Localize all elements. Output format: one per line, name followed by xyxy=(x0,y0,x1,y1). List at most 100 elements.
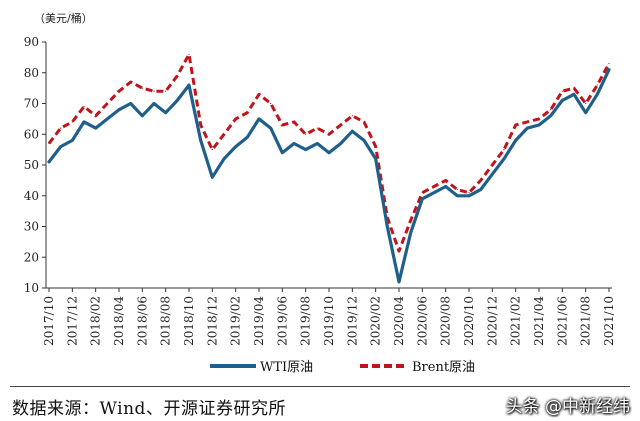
data-point-brent xyxy=(491,164,493,166)
data-point-brent xyxy=(141,87,143,89)
data-point-brent xyxy=(106,102,108,105)
x-tick-label: 2021/10 xyxy=(602,296,616,346)
source-note: 数据来源：Wind、开源证券研究所 xyxy=(12,399,286,419)
data-point-brent xyxy=(118,90,120,92)
x-tick-label: 2019/10 xyxy=(322,296,336,346)
watermark: 头条 @中新经纬 xyxy=(505,397,630,417)
data-point-brent xyxy=(223,133,225,135)
data-point-brent xyxy=(153,90,155,92)
data-point-brent xyxy=(200,124,202,126)
y-tick-label: 70 xyxy=(24,97,39,111)
data-point-brent xyxy=(60,127,62,129)
data-point-wti xyxy=(410,232,412,234)
data-point-brent xyxy=(351,115,353,117)
data-point-wti xyxy=(468,195,470,197)
x-tick-label: 2018/04 xyxy=(112,296,126,346)
data-point-brent xyxy=(421,192,423,194)
legend-label-wti: WTI原油 xyxy=(260,360,313,375)
data-point-brent xyxy=(538,118,540,120)
data-point-wti xyxy=(130,102,132,105)
data-point-wti xyxy=(316,142,318,145)
x-tick-label: 2020/02 xyxy=(369,296,383,346)
y-axis: 10 20 30 40 50 60 70 80 90 xyxy=(24,35,47,295)
data-point-brent xyxy=(305,133,307,135)
data-point-brent xyxy=(445,179,447,181)
data-point-wti xyxy=(340,142,342,145)
y-tick-label: 10 xyxy=(24,281,39,295)
data-point-wti xyxy=(246,136,248,138)
data-point-wti xyxy=(456,195,458,197)
source-divider xyxy=(10,386,630,387)
y-tick-label: 50 xyxy=(24,158,39,172)
data-point-wti xyxy=(305,149,307,151)
y-tick-label: 90 xyxy=(24,35,39,49)
data-point-wti xyxy=(48,161,50,163)
data-point-brent xyxy=(550,109,552,111)
data-point-brent xyxy=(456,189,458,191)
x-tick-label: 2020/08 xyxy=(439,296,453,346)
data-point-wti xyxy=(270,127,272,129)
y-tick-label: 30 xyxy=(24,220,39,234)
data-point-wti xyxy=(515,139,517,141)
data-point-brent xyxy=(468,192,470,194)
data-point-wti xyxy=(223,158,225,160)
data-point-wti xyxy=(165,112,167,114)
x-tick-label: 2019/04 xyxy=(252,296,266,346)
data-point-brent xyxy=(596,84,598,86)
x-tick-label: 2020/04 xyxy=(392,296,406,346)
data-point-brent xyxy=(363,121,365,123)
data-point-wti xyxy=(118,109,120,111)
series-lines xyxy=(47,52,611,284)
data-point-brent xyxy=(188,53,190,55)
x-tick-label: 2019/12 xyxy=(345,296,359,346)
data-point-wti xyxy=(585,112,587,114)
x-tick-label: 2019/08 xyxy=(299,296,313,346)
data-point-wti xyxy=(480,189,482,191)
x-tick-label: 2021/08 xyxy=(579,296,593,346)
data-point-brent xyxy=(561,90,563,92)
data-point-wti xyxy=(608,69,610,71)
x-tick-label: 2018/08 xyxy=(159,296,173,346)
data-point-wti xyxy=(491,173,493,175)
data-point-wti xyxy=(538,124,540,126)
data-point-wti xyxy=(211,176,213,178)
data-point-brent xyxy=(281,124,283,126)
data-point-brent xyxy=(398,250,400,252)
data-point-wti xyxy=(176,99,178,102)
x-tick-label: 2018/02 xyxy=(89,296,103,346)
x-tick-label: 2021/06 xyxy=(555,296,569,346)
x-tick-label: 2021/04 xyxy=(532,296,546,346)
x-tick-label: 2020/06 xyxy=(415,296,429,346)
data-point-wti xyxy=(351,130,353,132)
data-point-wti xyxy=(200,139,202,141)
data-point-brent xyxy=(95,115,97,117)
data-point-wti xyxy=(71,139,73,141)
data-point-brent xyxy=(270,102,272,105)
data-point-brent xyxy=(526,121,528,123)
data-point-wti xyxy=(95,127,97,129)
data-point-brent xyxy=(130,81,132,83)
data-point-wti xyxy=(258,118,260,120)
data-point-wti xyxy=(83,121,85,123)
x-tick-label: 2019/06 xyxy=(275,296,289,346)
data-point-brent xyxy=(176,75,178,77)
y-tick-label: 60 xyxy=(24,127,39,141)
x-tick-label: 2018/12 xyxy=(205,296,219,346)
data-point-brent xyxy=(585,102,587,105)
data-point-wti xyxy=(398,281,400,283)
data-point-brent xyxy=(293,121,295,123)
data-point-brent xyxy=(573,87,575,89)
y-unit-label: （美元/桶） xyxy=(34,11,93,25)
data-point-wti xyxy=(503,158,505,160)
data-point-wti xyxy=(153,102,155,105)
x-tick-label: 2017/12 xyxy=(65,296,79,346)
data-point-brent xyxy=(515,124,517,126)
data-point-brent xyxy=(211,149,213,151)
data-point-brent xyxy=(503,149,505,151)
data-point-brent xyxy=(316,127,318,129)
data-point-wti xyxy=(421,198,423,200)
data-point-wti xyxy=(293,142,295,145)
data-point-wti xyxy=(188,84,190,86)
data-point-wti xyxy=(363,139,365,141)
